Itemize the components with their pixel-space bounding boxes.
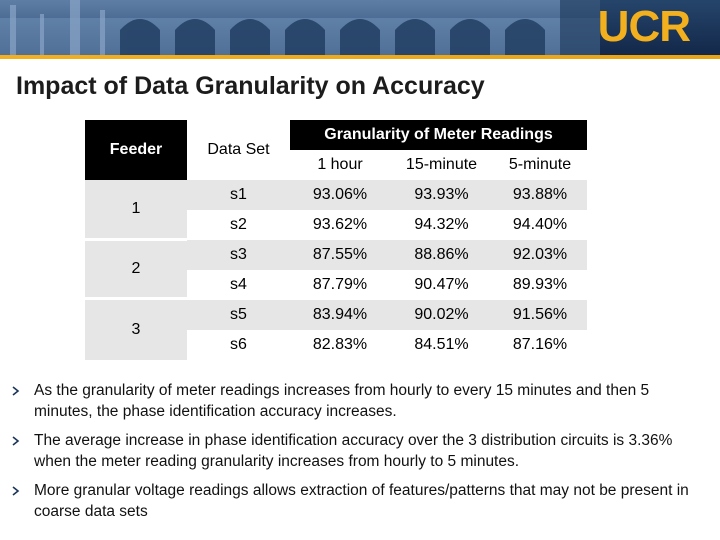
row-5-5min: 91.56%	[493, 300, 587, 330]
bullet-list: As the granularity of meter readings inc…	[12, 380, 712, 530]
feeder-cell-3: 3	[85, 300, 187, 360]
row-2-5min: 94.40%	[493, 210, 587, 240]
row-3-1hour: 87.55%	[290, 240, 390, 270]
feeder-cell-2: 2	[85, 241, 187, 297]
row-3-5min: 92.03%	[493, 240, 587, 270]
row-4-5min: 89.93%	[493, 270, 587, 300]
header-banner: UCR	[0, 0, 720, 55]
row-6-1hour: 82.83%	[290, 330, 390, 360]
chevron-right-icon	[12, 430, 26, 451]
bullet-item: The average increase in phase identifica…	[12, 430, 712, 472]
feeder-cell-1: 1	[85, 180, 187, 238]
bullet-text: As the granularity of meter readings inc…	[34, 382, 650, 420]
row-4-dataset: s4	[187, 270, 290, 300]
campus-arches-image	[0, 0, 600, 55]
bullet-text: More granular voltage readings allows ex…	[34, 482, 689, 520]
row-3-15min: 88.86%	[390, 240, 493, 270]
row-2-15min: 94.32%	[390, 210, 493, 240]
chevron-right-icon	[12, 480, 26, 501]
header-dataset: Data Set	[187, 120, 290, 180]
row-4-15min: 90.47%	[390, 270, 493, 300]
bullet-item: As the granularity of meter readings inc…	[12, 380, 712, 422]
page-title: Impact of Data Granularity on Accuracy	[16, 72, 485, 100]
row-1-15min: 93.93%	[390, 180, 493, 210]
row-5-15min: 90.02%	[390, 300, 493, 330]
logo-text: UCR	[597, 2, 691, 51]
ucr-logo: UCR	[597, 2, 691, 51]
row-1-5min: 93.88%	[493, 180, 587, 210]
row-6-15min: 84.51%	[390, 330, 493, 360]
accuracy-table: Feeder Data Set Granularity of Meter Rea…	[85, 120, 587, 360]
row-4-1hour: 87.79%	[290, 270, 390, 300]
row-1-dataset: s1	[187, 180, 290, 210]
chevron-right-icon	[12, 380, 26, 401]
row-6-5min: 87.16%	[493, 330, 587, 360]
subheader-5min: 5-minute	[493, 150, 587, 180]
bullet-text: The average increase in phase identifica…	[34, 432, 673, 470]
row-2-dataset: s2	[187, 210, 290, 240]
banner-gold-rule	[0, 55, 720, 59]
bullet-item: More granular voltage readings allows ex…	[12, 480, 712, 522]
row-2-1hour: 93.62%	[290, 210, 390, 240]
row-5-1hour: 83.94%	[290, 300, 390, 330]
row-5-dataset: s5	[187, 300, 290, 330]
subheader-1hour: 1 hour	[290, 150, 390, 180]
subheader-15min: 15-minute	[390, 150, 493, 180]
row-3-dataset: s3	[187, 240, 290, 270]
row-1-1hour: 93.06%	[290, 180, 390, 210]
row-6-dataset: s6	[187, 330, 290, 360]
header-granularity: Granularity of Meter Readings	[290, 120, 587, 150]
header-feeder: Feeder	[85, 120, 187, 180]
